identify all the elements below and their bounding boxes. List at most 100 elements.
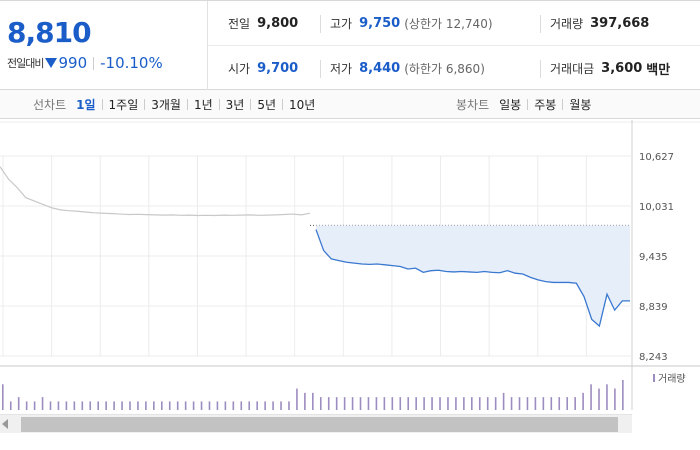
volume-bar xyxy=(256,401,258,410)
low-value: 8,440 xyxy=(359,61,401,76)
volume-bar xyxy=(33,401,36,410)
volume-bar xyxy=(534,397,537,410)
divider xyxy=(144,99,146,110)
tab-monthly-candle[interactable]: 월봉 xyxy=(569,98,592,112)
price-summary: 8,810 전일대비 990 -10.10% xyxy=(0,1,208,91)
divider xyxy=(540,60,541,78)
info-row-1: 전일 9,800 고가 9,750 (상한가 12,740) 거래량 397,6… xyxy=(208,1,700,46)
volume-bar xyxy=(49,401,52,410)
volume-bar xyxy=(455,397,457,410)
scroll-left-arrow-icon[interactable] xyxy=(2,419,8,429)
below-reference-fill xyxy=(316,225,630,327)
volume-bar xyxy=(280,401,282,410)
quote-info-grid: 전일 9,800 고가 9,750 (상한가 12,740) 거래량 397,6… xyxy=(208,1,700,91)
tab-weekly-candle[interactable]: 주봉 xyxy=(534,98,557,112)
volume-label: 거래량 xyxy=(550,17,584,31)
volume-bar xyxy=(272,401,274,410)
chart-scrollbar[interactable] xyxy=(0,414,632,433)
prev-close-label: 전일 xyxy=(228,17,251,31)
info-row-2: 시가 9,700 저가 8,440 (하한가 6,860) 거래대금 3,600… xyxy=(208,46,700,91)
tab-3months[interactable]: 3개월 xyxy=(151,98,181,112)
volume-cell: 거래량 397,668 xyxy=(550,1,649,46)
volume-bar xyxy=(486,397,489,410)
prev-close-cell: 전일 9,800 xyxy=(228,1,298,46)
change-label: 전일대비 xyxy=(7,57,44,70)
volume-bar xyxy=(216,401,219,410)
divider xyxy=(186,99,188,110)
volume-bar xyxy=(590,384,592,410)
volume-legend-swatch xyxy=(653,374,655,382)
volume-value: 397,668 xyxy=(590,16,650,31)
volume-bar xyxy=(240,401,243,410)
prev-close-value: 9,800 xyxy=(257,16,299,31)
volume-bar xyxy=(153,401,155,410)
volume-bar xyxy=(2,384,4,410)
y-tick-label: 10,627 xyxy=(639,152,674,163)
y-tick-label: 8,243 xyxy=(639,352,668,363)
volume-bar xyxy=(343,397,346,410)
volume-bar xyxy=(57,401,60,410)
y-tick-label: 8,839 xyxy=(639,302,668,313)
volume-bar xyxy=(9,401,12,410)
volume-bar xyxy=(200,401,203,410)
price-chart[interactable]: 10,627 10,031 9,435 8,839 8,243 거래량 xyxy=(0,120,700,410)
volume-bar xyxy=(598,388,600,410)
volume-bar xyxy=(192,401,195,410)
volume-bar xyxy=(510,397,513,410)
tab-1week[interactable]: 1주일 xyxy=(108,98,139,112)
volume-bar xyxy=(327,397,330,410)
volume-bar xyxy=(431,397,433,410)
volume-bar xyxy=(558,397,561,410)
volume-bar xyxy=(375,397,378,410)
tab-1year[interactable]: 1년 xyxy=(193,98,213,112)
volume-bar xyxy=(359,397,362,410)
volume-bar xyxy=(494,397,497,410)
low-cell: 저가 8,440 (하한가 6,860) xyxy=(330,46,485,91)
volume-bar xyxy=(566,397,569,410)
volume-bar xyxy=(502,392,505,410)
y-tick-label: 9,435 xyxy=(639,252,668,263)
volume-bar xyxy=(391,397,394,410)
volume-bar xyxy=(160,401,163,410)
divider xyxy=(101,99,103,110)
tab-3years[interactable]: 3년 xyxy=(225,98,245,112)
volume-bar xyxy=(550,397,553,410)
tab-daily-candle[interactable]: 일봉 xyxy=(499,98,522,112)
volume-bar xyxy=(105,401,107,410)
y-tick-label: 10,031 xyxy=(639,202,674,213)
volume-bar xyxy=(367,397,370,410)
volume-bar xyxy=(248,401,251,410)
volume-bar xyxy=(582,392,584,410)
line-chart-label: 선차트 xyxy=(33,98,67,112)
volume-bar xyxy=(574,397,576,410)
candle-chart-label: 봉차트 xyxy=(456,98,490,112)
today-price-line xyxy=(315,229,630,328)
turnover-value: 3,600 xyxy=(601,61,643,76)
volume-bar xyxy=(232,401,235,410)
tab-5years[interactable]: 5년 xyxy=(257,98,277,112)
volume-bar xyxy=(176,401,179,410)
current-price: 8,810 xyxy=(7,16,92,49)
volume-bar xyxy=(41,397,44,410)
chart-period-tabs: 선차트 1일 1주일 3개월 1년 3년 5년 10년 봉차트 일봉 주봉 월봉 xyxy=(0,90,700,119)
tab-10years[interactable]: 10년 xyxy=(289,98,316,112)
volume-bar xyxy=(121,401,123,410)
volume-bar xyxy=(439,397,441,410)
open-cell: 시가 9,700 xyxy=(228,46,298,91)
scroll-thumb[interactable] xyxy=(21,417,618,432)
volume-bar xyxy=(184,401,187,410)
quote-panel: 8,810 전일대비 990 -10.10% 전일 9,800 고가 9,750… xyxy=(0,0,700,91)
price-chart-svg: 10,627 10,031 9,435 8,839 8,243 거래량 xyxy=(0,120,700,410)
volume-bar xyxy=(319,397,322,410)
volume-bar xyxy=(304,392,306,410)
volume-bar xyxy=(614,388,616,410)
volume-bar xyxy=(224,401,227,410)
upper-limit: (상한가 12,740) xyxy=(404,17,493,31)
tab-1day[interactable]: 1일 xyxy=(76,98,96,112)
high-cell: 고가 9,750 (상한가 12,740) xyxy=(330,1,493,46)
volume-bar xyxy=(478,397,481,410)
turnover-label: 거래대금 xyxy=(550,62,595,76)
volume-bar xyxy=(622,380,624,410)
volume-bar xyxy=(97,401,99,410)
volume-legend-label: 거래량 xyxy=(658,373,686,385)
